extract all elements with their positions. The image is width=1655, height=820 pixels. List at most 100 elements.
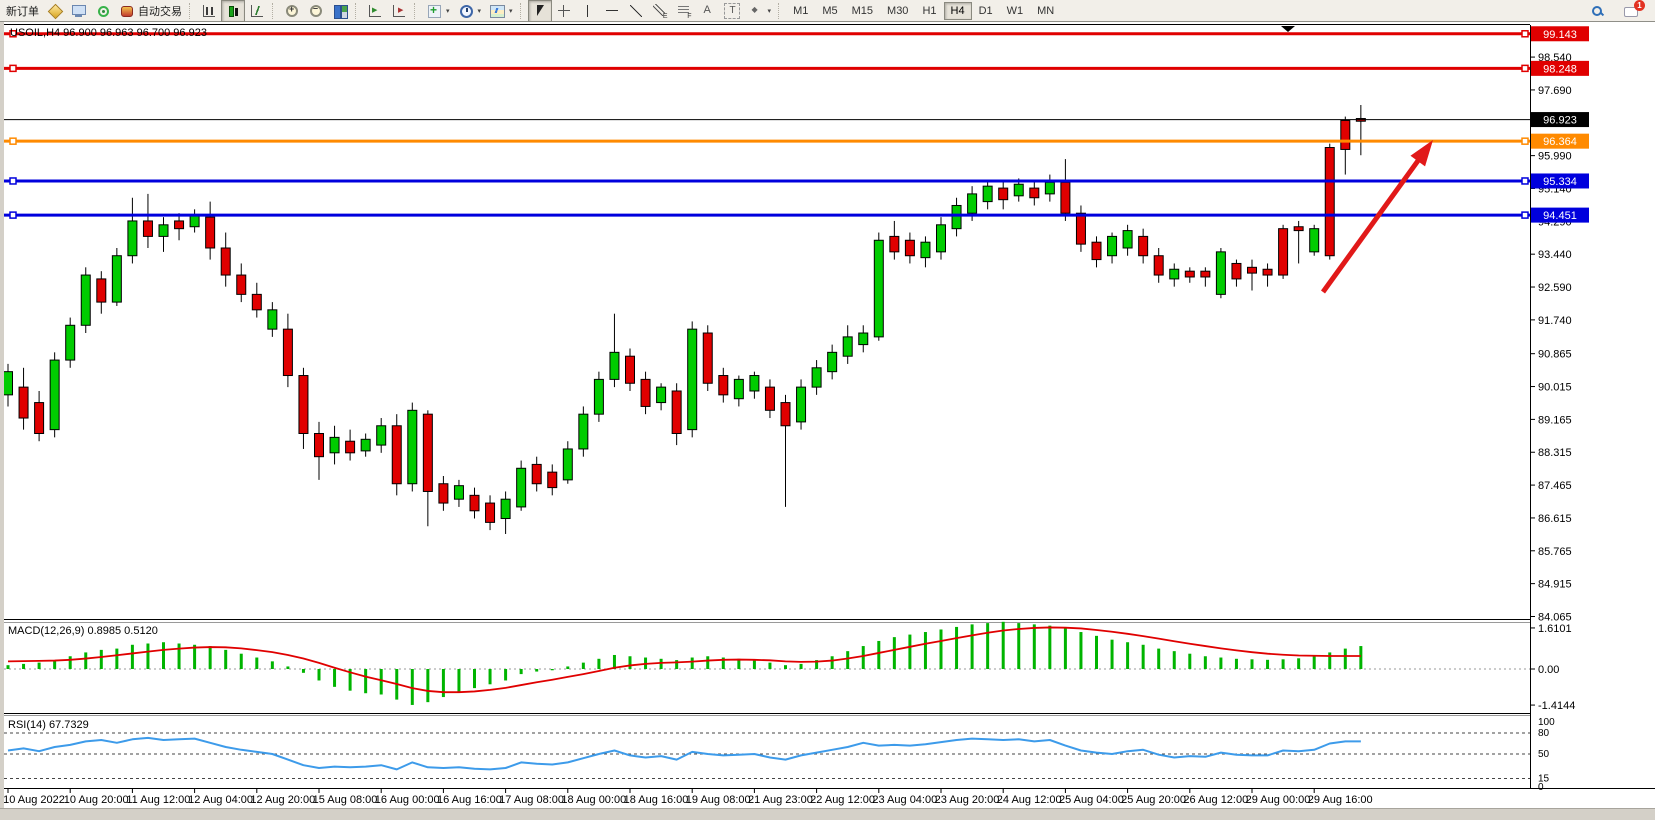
chevron-down-icon[interactable]: ▾ [509,7,513,15]
candle-body [764,386,775,411]
indicators-button[interactable]: ▾ [422,0,454,22]
line-handle[interactable] [1521,137,1529,145]
price-axis[interactable]: 98.54097.69095.99095.14094.29093.44092.5… [1530,26,1589,623]
line-handle[interactable] [9,177,17,185]
tf-h1[interactable]: H1 [915,2,943,20]
candlestick-chart-button[interactable] [221,0,245,22]
price-level-badge [1531,173,1589,189]
candle-body [407,409,418,485]
zoom-in-button[interactable] [280,0,304,22]
line-handle[interactable] [1521,30,1529,38]
signals-button[interactable] [91,0,115,22]
candle-body [174,220,185,230]
search-button[interactable] [1585,0,1609,22]
history-center-button[interactable] [43,0,67,22]
price-level-badge-label: 96.923 [1543,115,1577,127]
line-handle[interactable] [9,30,17,38]
equidistant-channel-button[interactable] [648,0,672,22]
price-tick-label: 95.990 [1538,151,1572,163]
periods-button[interactable]: ▾ [454,0,486,22]
candle-body [49,359,60,431]
candle-body [205,216,216,249]
templates-button[interactable]: ▾ [485,0,517,22]
price-tick-label: 89.165 [1538,414,1572,426]
macd-tick-label: 1.6101 [1538,623,1572,635]
template-icon [489,3,506,19]
line-handle[interactable] [1521,211,1529,219]
time-tick-label: 25 Aug 20:00 [1121,794,1186,806]
tf-mn[interactable]: MN [1030,2,1061,20]
candle-body [749,375,760,392]
candle-body [842,336,853,357]
tf-m30[interactable]: M30 [880,2,915,20]
candle-body [562,448,573,481]
text-label-button[interactable] [720,0,744,22]
chevron-down-icon[interactable]: ▾ [767,7,772,15]
chart-canvas[interactable]: 98.54097.69095.99095.14094.29093.44092.5… [4,22,1655,808]
tf-d1[interactable]: D1 [972,2,1000,20]
candle-body [267,309,278,330]
market-watch-button[interactable] [67,0,91,22]
candle-body [687,328,698,431]
tf-m5[interactable]: M5 [815,2,844,20]
shapes-button[interactable]: ▾ [744,0,776,22]
candle-body [920,241,931,259]
auto-scroll-button[interactable] [363,0,387,22]
cursor-button[interactable] [527,0,552,22]
trend-arrow-annotation[interactable] [1320,140,1433,294]
candle-body [516,467,527,508]
time-tick-label: 18 Aug 00:00 [561,794,626,806]
crosshair-button[interactable] [552,0,576,22]
zoom-out-button[interactable] [304,0,328,22]
candle-body [189,214,200,228]
time-tick-label: 10 Aug 2022 [4,794,65,806]
toolbar-group-trade: 新订单 自动交易 [2,0,186,22]
price-tick-label: 97.690 [1538,85,1572,97]
tile-icon [332,3,348,19]
tf-m1-label: M1 [793,4,809,17]
chart-shift-icon [391,3,407,19]
candle-body [998,187,1009,201]
shapes-icon [748,3,764,19]
horizontal-line-button[interactable] [600,0,624,22]
vertical-line-button[interactable] [576,0,600,22]
chart-shift-marker[interactable] [1281,26,1295,32]
line-chart-button[interactable] [245,0,269,22]
toolbar-group-zoom [280,0,352,22]
chevron-down-icon[interactable]: ▾ [446,7,450,15]
chevron-down-icon[interactable]: ▾ [477,7,482,15]
autotrade-button[interactable]: 自动交易 [115,0,186,22]
toolbar-separator [519,2,525,19]
bar-chart-button[interactable] [197,0,221,22]
tf-w1[interactable]: W1 [1000,2,1031,20]
candle-body [142,220,153,237]
tile-windows-button[interactable] [328,0,352,22]
macd-signal-line [7,626,1361,694]
tf-m15-label: M15 [851,4,874,17]
tf-h4[interactable]: H4 [943,1,972,20]
line-handle[interactable] [9,64,17,73]
line-handle[interactable] [1521,177,1529,185]
candle-body [1262,268,1273,276]
price-level-badge [1531,112,1589,128]
trendline-button[interactable] [624,0,648,22]
candles-icon [225,3,241,19]
fibonacci-button[interactable] [672,0,696,22]
tf-m15[interactable]: M15 [845,2,880,20]
notifications-button[interactable]: 1 [1619,0,1645,22]
zoom-in-icon [284,3,300,19]
candle-body [127,220,138,257]
macd-tick-label: 0.00 [1538,664,1559,676]
line-handle[interactable] [1521,64,1529,73]
time-tick-label: 25 Aug 04:00 [1059,794,1124,806]
line-handle[interactable] [9,211,17,219]
rsi-tick-label: 0 [1538,782,1544,793]
line-handle[interactable] [9,137,17,145]
chart-shift-button[interactable] [387,0,411,22]
main-toolbar: 新订单 自动交易 ▾ ▾ ▾ ▾ M1 M5 M15 M30 H1 H4 D1 W1 MN 1 [0,0,1655,22]
tf-m1[interactable]: M1 [786,2,815,20]
text-button[interactable] [696,0,720,22]
new-order-button[interactable]: 新订单 [2,0,43,22]
time-tick-label: 21 Aug 23:00 [748,794,813,806]
